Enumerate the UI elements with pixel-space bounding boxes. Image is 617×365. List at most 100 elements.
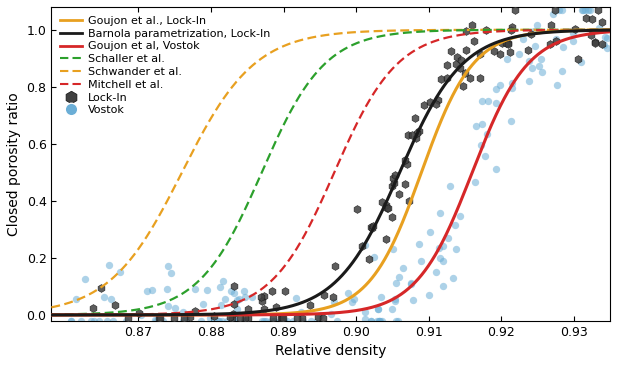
Point: [585, 7, 595, 13]
Point: [407, 281, 416, 287]
Point: [234, 315, 244, 321]
Point: [278, 315, 288, 321]
Point: [412, 130, 422, 136]
Point: [377, 199, 387, 204]
Point: [443, 235, 453, 241]
Point: [495, 51, 505, 57]
Point: [425, 99, 435, 104]
Point: [435, 210, 445, 216]
Point: [209, 313, 218, 319]
Point: [369, 254, 379, 260]
Point: [507, 24, 517, 30]
Point: [583, 7, 593, 13]
Point: [168, 315, 178, 321]
Point: [269, 318, 279, 323]
Point: [481, 27, 491, 33]
Point: [545, 41, 555, 47]
Point: [318, 292, 328, 298]
Point: [364, 256, 374, 262]
Point: [102, 318, 112, 323]
Point: [462, 47, 471, 53]
Point: [387, 306, 397, 312]
Point: [229, 301, 239, 307]
Point: [106, 296, 116, 302]
Point: [217, 318, 227, 323]
Point: [594, 25, 603, 31]
Point: [151, 318, 160, 323]
Point: [232, 297, 242, 303]
Point: [305, 303, 315, 308]
Point: [452, 54, 462, 60]
Point: [391, 318, 401, 323]
Point: [526, 31, 536, 36]
Point: [181, 315, 191, 320]
Point: [568, 30, 578, 36]
Point: [344, 290, 354, 296]
Point: [456, 57, 466, 63]
Point: [86, 318, 96, 323]
Point: [400, 157, 410, 162]
Point: [230, 290, 239, 296]
Point: [80, 276, 89, 282]
Point: [390, 298, 400, 304]
Point: [455, 213, 465, 219]
Point: [450, 222, 460, 228]
Point: [89, 318, 99, 323]
Y-axis label: Closed porosity ratio: Closed porosity ratio: [7, 92, 21, 236]
Point: [416, 258, 426, 264]
Point: [590, 40, 600, 46]
Point: [213, 318, 223, 323]
Point: [434, 245, 444, 251]
Point: [96, 285, 106, 291]
Point: [257, 298, 267, 304]
Point: [586, 32, 596, 38]
Point: [259, 306, 268, 312]
Point: [514, 51, 524, 57]
Point: [278, 318, 288, 323]
Point: [424, 292, 434, 298]
Point: [178, 310, 188, 315]
Point: [170, 305, 180, 311]
Point: [532, 23, 542, 28]
Point: [329, 299, 339, 305]
Point: [276, 315, 286, 321]
Point: [410, 115, 420, 121]
Point: [267, 288, 276, 294]
Point: [232, 306, 242, 311]
Point: [405, 280, 415, 286]
Point: [524, 58, 534, 64]
Point: [352, 206, 362, 212]
Point: [190, 286, 200, 292]
Point: [394, 191, 404, 196]
Point: [505, 49, 515, 55]
Point: [202, 287, 212, 293]
Point: [598, 42, 608, 48]
Point: [383, 205, 393, 211]
Point: [230, 312, 240, 318]
Point: [394, 274, 404, 280]
Point: [518, 36, 528, 42]
Point: [155, 315, 165, 321]
Point: [420, 102, 429, 108]
Point: [554, 7, 564, 13]
Point: [477, 121, 487, 127]
Point: [402, 161, 412, 167]
Point: [307, 318, 317, 323]
Point: [548, 11, 558, 17]
Point: [278, 318, 288, 323]
Point: [185, 314, 195, 320]
Point: [241, 315, 251, 321]
Point: [552, 82, 562, 88]
Point: [228, 311, 238, 316]
Point: [537, 69, 547, 75]
Point: [217, 301, 226, 307]
Point: [438, 284, 448, 289]
Point: [162, 287, 172, 292]
Point: [502, 40, 511, 46]
Point: [256, 294, 266, 300]
Point: [259, 293, 269, 299]
Point: [507, 85, 516, 91]
Point: [377, 318, 387, 323]
Point: [166, 270, 176, 276]
Point: [240, 318, 250, 323]
